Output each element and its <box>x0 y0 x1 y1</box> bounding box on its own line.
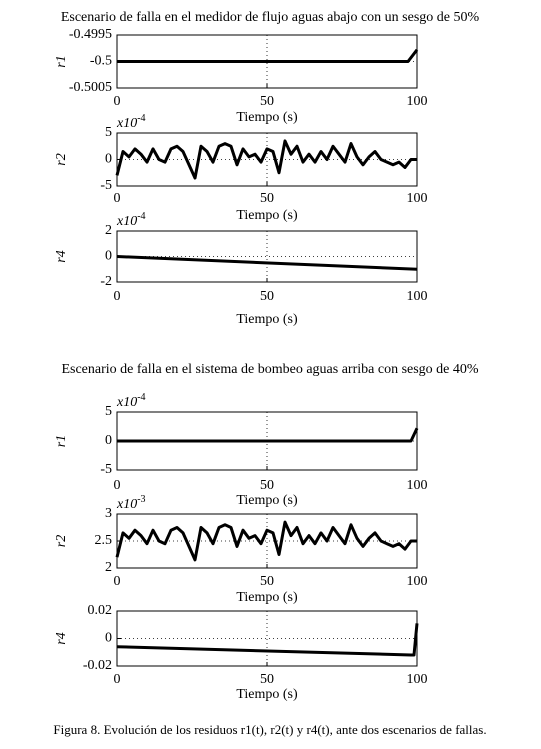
line <box>117 427 419 443</box>
x-axis-label: Tiempo (s) <box>236 208 298 223</box>
x-tick-label: 0 <box>114 289 121 304</box>
y-tick-label: 0.02 <box>88 603 113 618</box>
multiplier-exp: -4 <box>137 113 145 124</box>
x-tick-label: 50 <box>260 191 274 206</box>
line <box>116 623 419 657</box>
x-tick-label: 50 <box>260 574 274 589</box>
multiplier-base: x10 <box>116 116 137 131</box>
y-axis-label: r1 <box>54 55 69 67</box>
y-multiplier: x10-4 <box>116 392 146 410</box>
line <box>117 48 419 63</box>
y-tick-label: -5 <box>100 178 112 193</box>
x-tick-label: 100 <box>407 574 428 589</box>
x-axis-label: Tiempo (s) <box>236 590 298 605</box>
y-tick-label: -0.02 <box>83 658 112 673</box>
y-axis-label: r2 <box>54 153 69 165</box>
x-axis-label: Tiempo (s) <box>236 687 298 702</box>
x-tick-label: 100 <box>407 94 428 109</box>
y-tick-label: -0.5005 <box>69 80 112 95</box>
multiplier-base: x10 <box>116 395 137 410</box>
y-tick-label: -0.5 <box>90 54 112 69</box>
y-tick-label: 3 <box>105 506 112 521</box>
y-tick-label: 0 <box>105 433 112 448</box>
section-title: Escenario de falla en el sistema de bomb… <box>61 362 478 377</box>
multiplier-base: x10 <box>116 497 137 512</box>
x-tick-label: 100 <box>407 191 428 206</box>
x-tick-label: 100 <box>407 672 428 687</box>
multiplier-exp: -4 <box>137 392 145 403</box>
x-axis-label: Tiempo (s) <box>236 312 298 327</box>
y-tick-label: 5 <box>105 404 112 419</box>
x-tick-label: 100 <box>407 478 428 493</box>
multiplier-exp: -3 <box>137 494 145 505</box>
multiplier-base: x10 <box>116 214 137 229</box>
y-tick-label: -5 <box>100 462 112 477</box>
y-tick-label: 5 <box>105 125 112 140</box>
x-tick-label: 50 <box>260 672 274 687</box>
y-axis-label: r2 <box>54 535 69 547</box>
x-tick-label: 0 <box>114 478 121 493</box>
line <box>115 139 417 180</box>
y-tick-label: 2 <box>105 223 112 238</box>
x-axis-label: Tiempo (s) <box>236 493 298 508</box>
y-multiplier: x10-4 <box>116 211 146 229</box>
x-tick-label: 50 <box>260 289 274 304</box>
x-axis-label: Tiempo (s) <box>236 110 298 125</box>
y-multiplier: x10-4 <box>116 113 146 131</box>
multiplier-exp: -4 <box>137 211 145 222</box>
section-title: Escenario de falla en el medidor de fluj… <box>61 10 480 25</box>
x-tick-label: 50 <box>260 478 274 493</box>
x-tick-label: 0 <box>114 672 121 687</box>
x-tick-label: 100 <box>407 289 428 304</box>
x-tick-label: 50 <box>260 94 274 109</box>
x-tick-label: 0 <box>114 94 121 109</box>
y-tick-label: 0 <box>105 152 112 167</box>
y-axis-label: r1 <box>54 435 69 447</box>
line <box>115 520 417 562</box>
y-tick-label: 2 <box>105 560 112 575</box>
y-tick-label: -0.4995 <box>69 27 112 42</box>
line <box>116 255 418 271</box>
y-multiplier: x10-3 <box>116 494 146 512</box>
y-tick-label: 2.5 <box>95 533 113 548</box>
y-tick-label: 0 <box>105 249 112 264</box>
y-axis-label: r4 <box>54 632 69 644</box>
caption: Figura 8. Evolución de los residuos r1(t… <box>53 722 486 737</box>
y-tick-label: 0 <box>105 631 112 646</box>
y-tick-label: -2 <box>100 274 112 289</box>
y-axis-label: r4 <box>54 250 69 262</box>
x-tick-label: 0 <box>114 191 121 206</box>
x-tick-label: 0 <box>114 574 121 589</box>
